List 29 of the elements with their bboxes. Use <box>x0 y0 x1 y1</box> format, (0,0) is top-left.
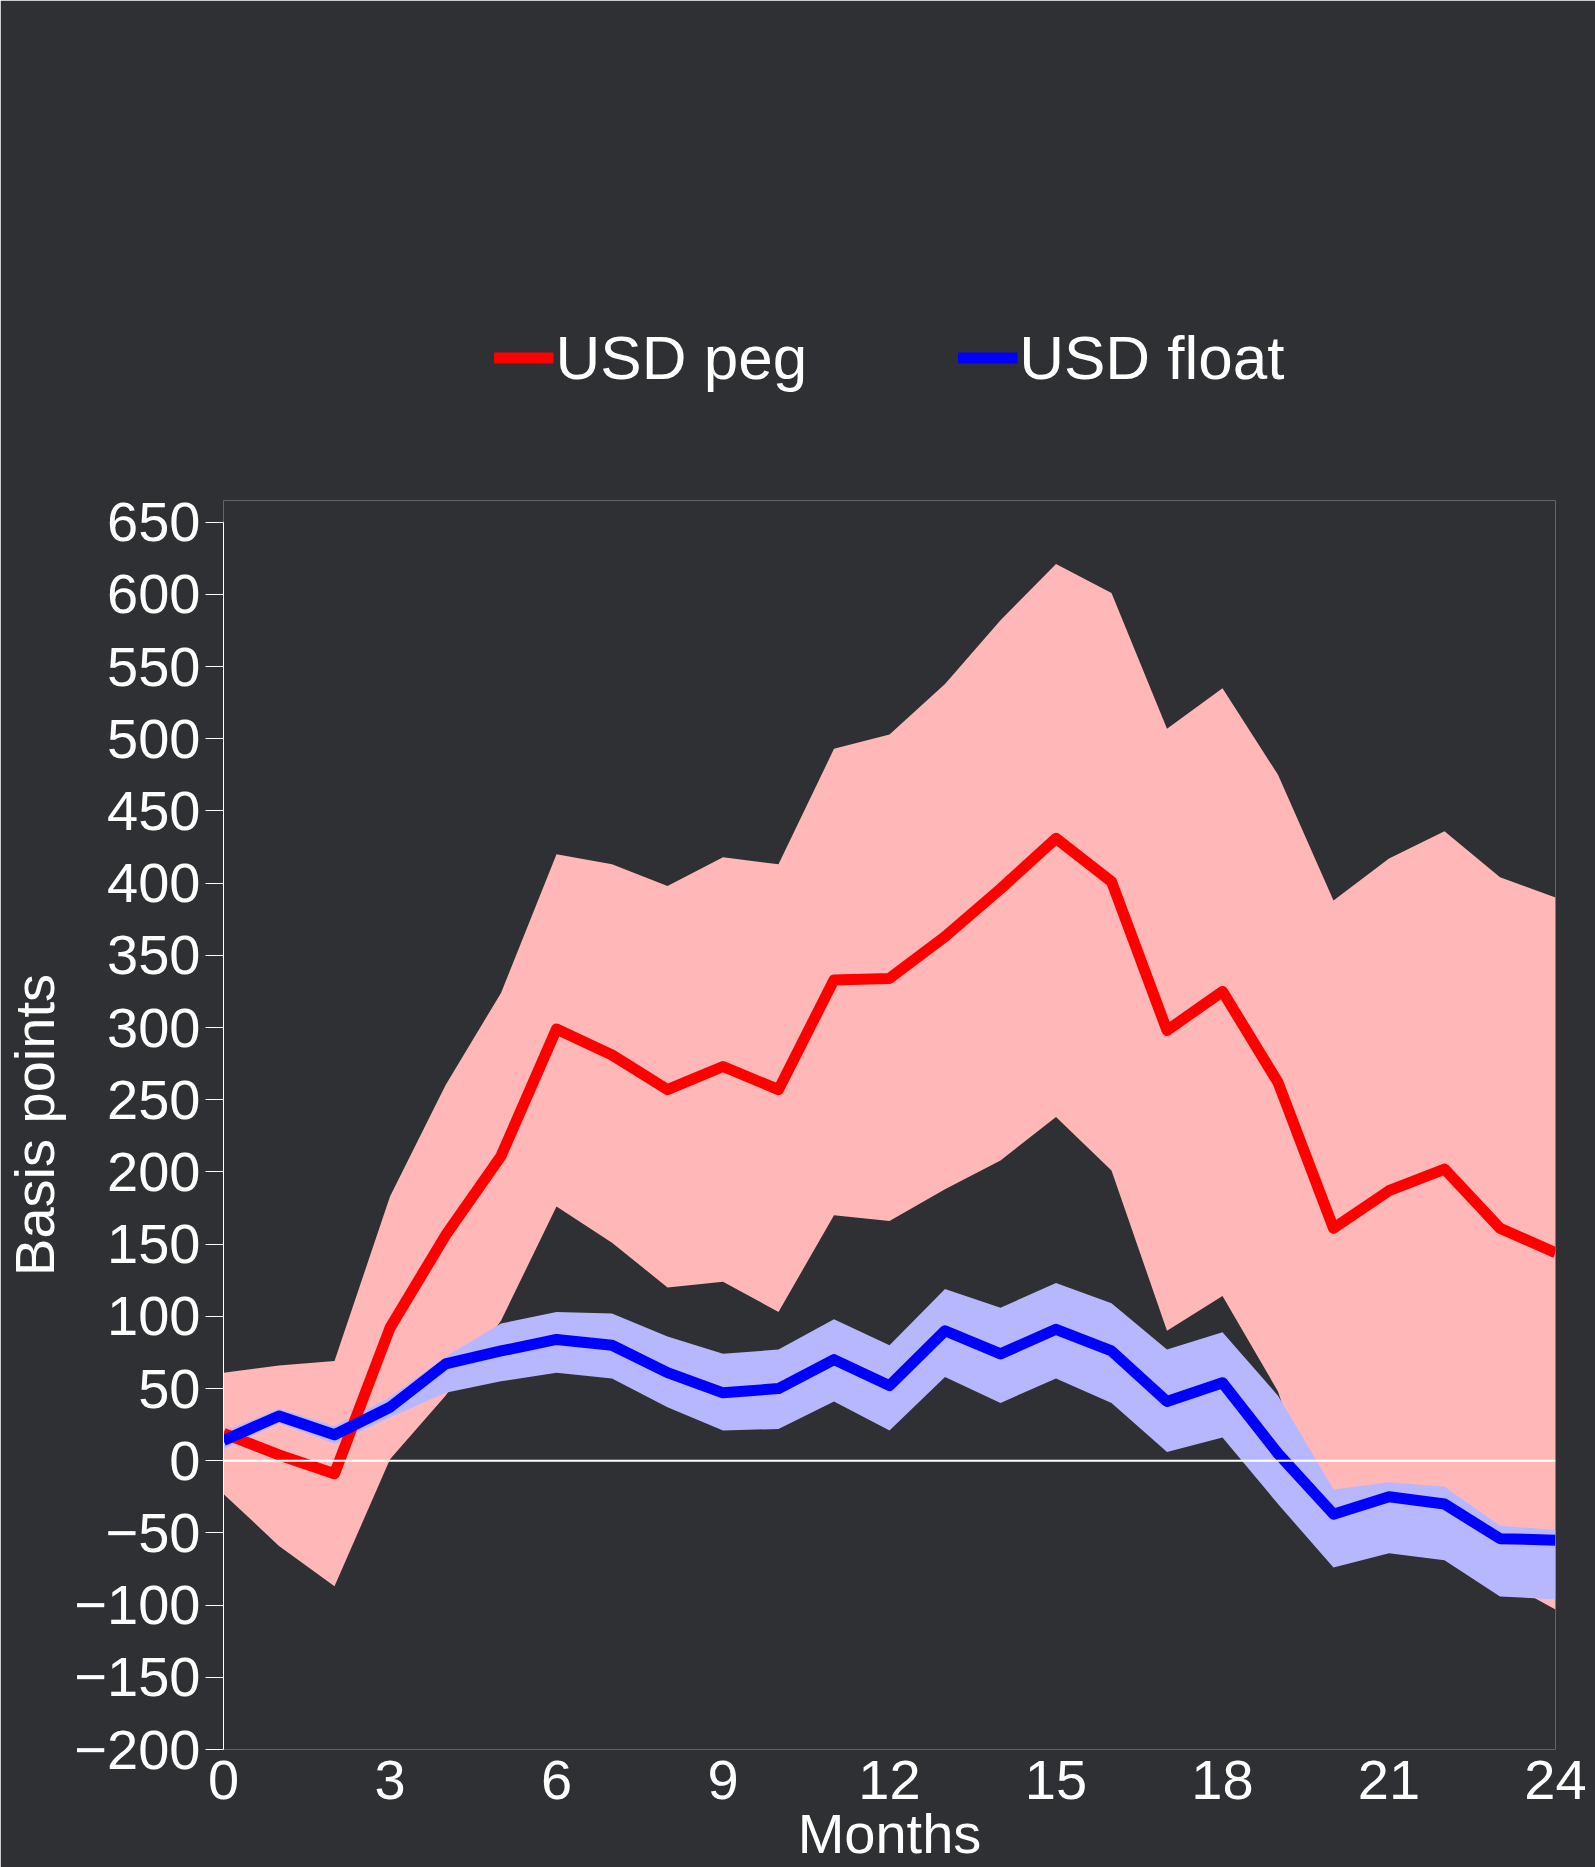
y-tick-label: 500 <box>107 706 201 770</box>
x-tick-label: 24 <box>1524 1747 1587 1811</box>
y-tick-label: −100 <box>74 1573 201 1637</box>
y-tick-label: 50 <box>138 1356 201 1420</box>
y-tick-label: 150 <box>107 1212 201 1276</box>
legend-label: USD peg <box>555 321 808 393</box>
x-tick-label: 9 <box>707 1747 739 1811</box>
y-tick-label: −150 <box>74 1645 201 1709</box>
y-tick-label: −50 <box>105 1500 201 1564</box>
y-axis-title: Basis points <box>3 974 67 1276</box>
y-tick-label: 450 <box>107 778 201 842</box>
y-tick-label: 550 <box>107 634 201 698</box>
x-tick-label: 18 <box>1191 1747 1254 1811</box>
y-tick-label: 400 <box>107 851 201 915</box>
x-tick-label: 0 <box>207 1747 240 1811</box>
y-tick-label: 350 <box>107 923 201 987</box>
x-tick-label: 3 <box>374 1747 406 1811</box>
y-tick-label: 650 <box>107 490 201 554</box>
x-tick-label: 6 <box>540 1747 573 1811</box>
y-tick-label: 0 <box>169 1428 201 1492</box>
legend-label: USD float <box>1019 321 1285 393</box>
x-tick-label: 21 <box>1357 1747 1421 1811</box>
y-tick-label: 200 <box>107 1139 201 1203</box>
y-tick-label: 100 <box>107 1284 201 1348</box>
y-tick-label: 600 <box>107 562 201 626</box>
y-tick-label: 300 <box>107 995 201 1059</box>
y-tick-label: 250 <box>107 1067 201 1131</box>
y-tick-label: −200 <box>74 1717 201 1781</box>
x-tick-label: 15 <box>1024 1747 1088 1811</box>
